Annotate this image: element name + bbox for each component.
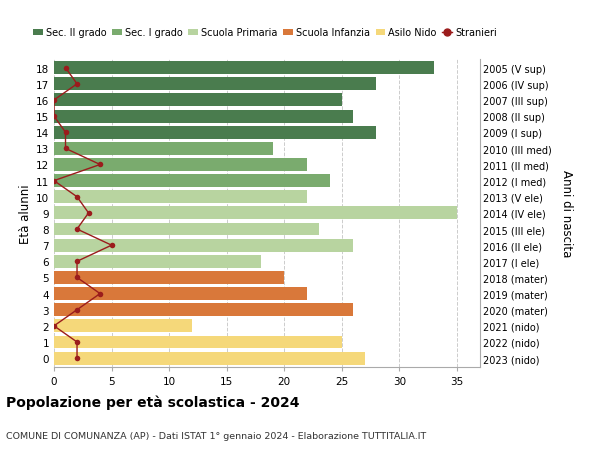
Bar: [54, 320, 192, 333]
Bar: [54, 143, 273, 156]
Bar: [54, 239, 353, 252]
Bar: [54, 336, 342, 349]
Bar: [54, 271, 284, 284]
Bar: [54, 207, 457, 220]
Bar: [54, 287, 307, 300]
Bar: [54, 78, 376, 91]
Text: COMUNE DI COMUNANZA (AP) - Dati ISTAT 1° gennaio 2024 - Elaborazione TUTTITALIA.: COMUNE DI COMUNANZA (AP) - Dati ISTAT 1°…: [6, 431, 426, 441]
Bar: [54, 223, 319, 236]
Bar: [54, 191, 307, 204]
Bar: [54, 352, 365, 365]
Text: Popolazione per età scolastica - 2024: Popolazione per età scolastica - 2024: [6, 395, 299, 409]
Bar: [54, 110, 353, 123]
Legend: Sec. II grado, Sec. I grado, Scuola Primaria, Scuola Infanzia, Asilo Nido, Stran: Sec. II grado, Sec. I grado, Scuola Prim…: [29, 24, 500, 42]
Bar: [54, 159, 307, 172]
Bar: [54, 175, 331, 188]
Y-axis label: Anni di nascita: Anni di nascita: [560, 170, 573, 257]
Bar: [54, 62, 434, 75]
Bar: [54, 303, 353, 317]
Y-axis label: Età alunni: Età alunni: [19, 184, 32, 243]
Bar: [54, 255, 261, 268]
Bar: [54, 94, 342, 107]
Bar: [54, 127, 376, 140]
